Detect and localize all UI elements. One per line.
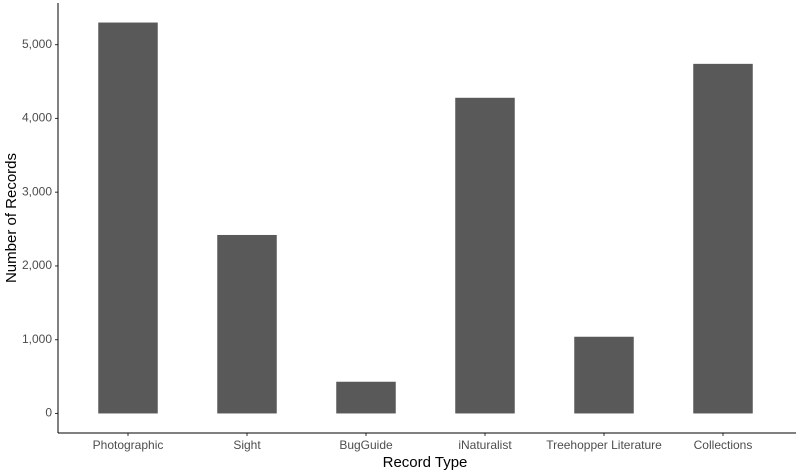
- bar: [98, 22, 158, 414]
- x-tick-label: BugGuide: [339, 438, 393, 452]
- y-tick-label: 3,000: [22, 184, 52, 198]
- bar: [336, 381, 396, 414]
- bar: [574, 336, 634, 414]
- x-tick-label: Photographic: [93, 438, 164, 452]
- x-tick-label: Treehopper Literature: [546, 438, 662, 452]
- y-tick-label: 5,000: [22, 37, 52, 51]
- y-tick-label: 4,000: [22, 111, 52, 125]
- x-tick-label: Sight: [233, 438, 261, 452]
- bar: [693, 63, 753, 414]
- bar: [217, 234, 277, 414]
- bar: [455, 97, 515, 414]
- y-tick-label: 1,000: [22, 332, 52, 346]
- x-tick-label: Collections: [694, 438, 753, 452]
- x-tick-label: iNaturalist: [458, 438, 512, 452]
- y-tick-label: 0: [45, 406, 52, 420]
- x-axis-title: Record Type: [383, 454, 468, 471]
- y-tick-label: 2,000: [22, 258, 52, 272]
- y-axis-title: Number of Records: [3, 153, 20, 283]
